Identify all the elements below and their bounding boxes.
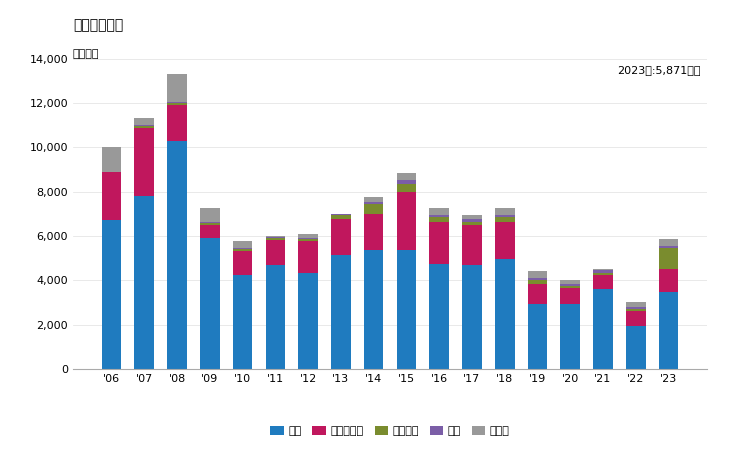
Bar xyxy=(233,275,252,369)
Bar xyxy=(593,275,613,289)
Bar xyxy=(658,269,678,292)
Bar xyxy=(200,221,219,223)
Bar xyxy=(167,102,187,103)
Bar xyxy=(528,271,547,278)
Text: 輸入量の推移: 輸入量の推移 xyxy=(73,18,123,32)
Bar xyxy=(658,246,678,248)
Bar xyxy=(429,208,449,215)
Bar xyxy=(495,217,515,221)
Bar xyxy=(462,221,482,225)
Bar xyxy=(298,239,318,242)
Bar xyxy=(233,249,252,252)
Bar xyxy=(233,252,252,275)
Bar xyxy=(331,214,351,215)
Legend: 中国, フィリピン, ベトナム, タイ, その他: 中国, フィリピン, ベトナム, タイ, その他 xyxy=(266,421,514,441)
Bar xyxy=(495,208,515,215)
Bar xyxy=(462,219,482,221)
Bar xyxy=(265,236,285,237)
Bar xyxy=(429,217,449,221)
Bar xyxy=(462,265,482,369)
Bar xyxy=(233,248,252,249)
Bar xyxy=(658,248,678,269)
Text: 単位トン: 単位トン xyxy=(73,50,99,59)
Bar xyxy=(626,326,646,369)
Bar xyxy=(528,280,547,284)
Bar xyxy=(167,74,187,102)
Bar xyxy=(561,304,580,369)
Bar xyxy=(561,280,580,284)
Bar xyxy=(200,223,219,225)
Bar xyxy=(265,240,285,265)
Bar xyxy=(364,197,383,202)
Bar xyxy=(298,242,318,273)
Bar xyxy=(134,118,154,125)
Bar xyxy=(397,250,416,369)
Bar xyxy=(134,196,154,369)
Bar xyxy=(429,221,449,264)
Bar xyxy=(298,273,318,369)
Bar xyxy=(429,215,449,217)
Bar xyxy=(397,192,416,250)
Bar xyxy=(495,259,515,369)
Bar xyxy=(364,250,383,369)
Bar xyxy=(429,264,449,369)
Bar xyxy=(134,128,154,196)
Bar xyxy=(528,278,547,280)
Bar xyxy=(626,302,646,307)
Bar xyxy=(200,225,219,238)
Bar xyxy=(102,147,122,171)
Bar xyxy=(561,284,580,286)
Bar xyxy=(495,215,515,217)
Bar xyxy=(397,180,416,184)
Bar xyxy=(331,215,351,219)
Bar xyxy=(233,242,252,248)
Bar xyxy=(102,220,122,369)
Bar xyxy=(462,225,482,265)
Bar xyxy=(397,173,416,180)
Bar xyxy=(102,171,122,220)
Bar xyxy=(364,204,383,214)
Bar xyxy=(561,286,580,288)
Bar xyxy=(331,219,351,255)
Text: 2023年:5,871トン: 2023年:5,871トン xyxy=(617,65,701,75)
Bar xyxy=(561,288,580,304)
Bar xyxy=(462,215,482,219)
Bar xyxy=(593,270,613,273)
Bar xyxy=(364,202,383,204)
Bar xyxy=(134,126,154,128)
Bar xyxy=(167,103,187,105)
Bar xyxy=(265,237,285,238)
Bar xyxy=(167,105,187,140)
Bar xyxy=(397,184,416,192)
Bar xyxy=(298,234,318,238)
Bar xyxy=(658,239,678,246)
Bar xyxy=(167,140,187,369)
Bar xyxy=(495,221,515,259)
Bar xyxy=(626,311,646,326)
Bar xyxy=(298,238,318,239)
Bar xyxy=(626,309,646,311)
Bar xyxy=(528,304,547,369)
Bar xyxy=(658,292,678,369)
Bar xyxy=(626,307,646,309)
Bar xyxy=(331,255,351,369)
Bar xyxy=(528,284,547,304)
Bar xyxy=(134,125,154,126)
Bar xyxy=(200,208,219,221)
Bar xyxy=(265,238,285,240)
Bar xyxy=(593,269,613,270)
Bar xyxy=(593,273,613,275)
Bar xyxy=(593,289,613,369)
Bar xyxy=(364,214,383,250)
Bar xyxy=(265,265,285,369)
Bar xyxy=(200,238,219,369)
